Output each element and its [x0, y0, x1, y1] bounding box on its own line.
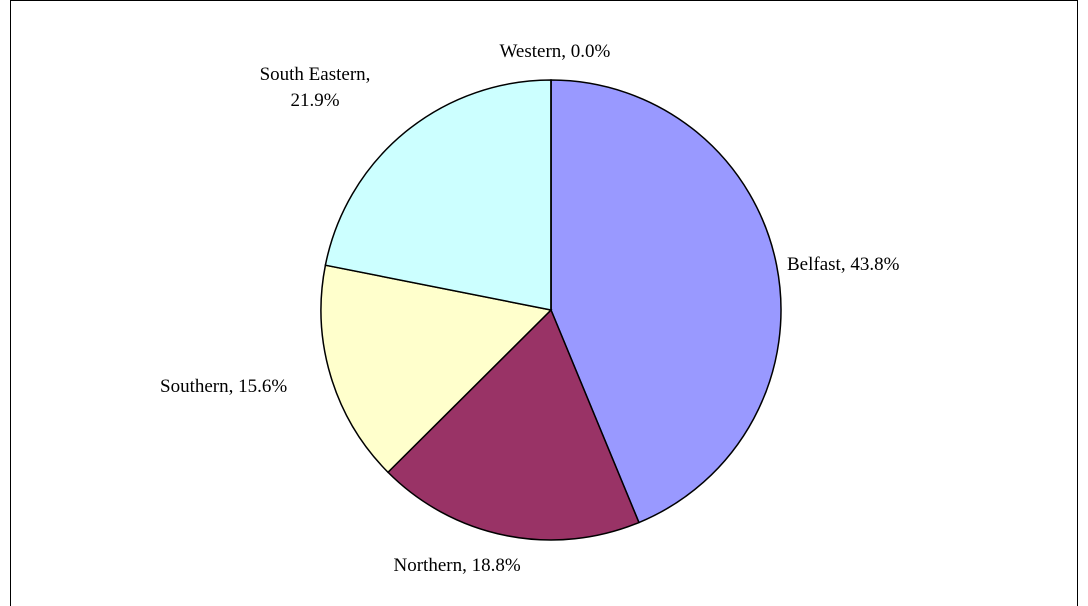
pie-slice	[324, 79, 552, 311]
slice-label: Belfast, 43.8%	[787, 254, 900, 275]
slice-label: Northern, 18.8%	[393, 555, 521, 576]
pie-slice	[386, 308, 640, 541]
slice-label: Southern, 15.6%	[160, 376, 288, 397]
pie-slice	[550, 79, 782, 524]
slice-label: South Eastern, 21.9%	[259, 64, 371, 111]
pie-slice	[320, 264, 553, 474]
slice-label: Western, 0.0%	[499, 41, 611, 62]
